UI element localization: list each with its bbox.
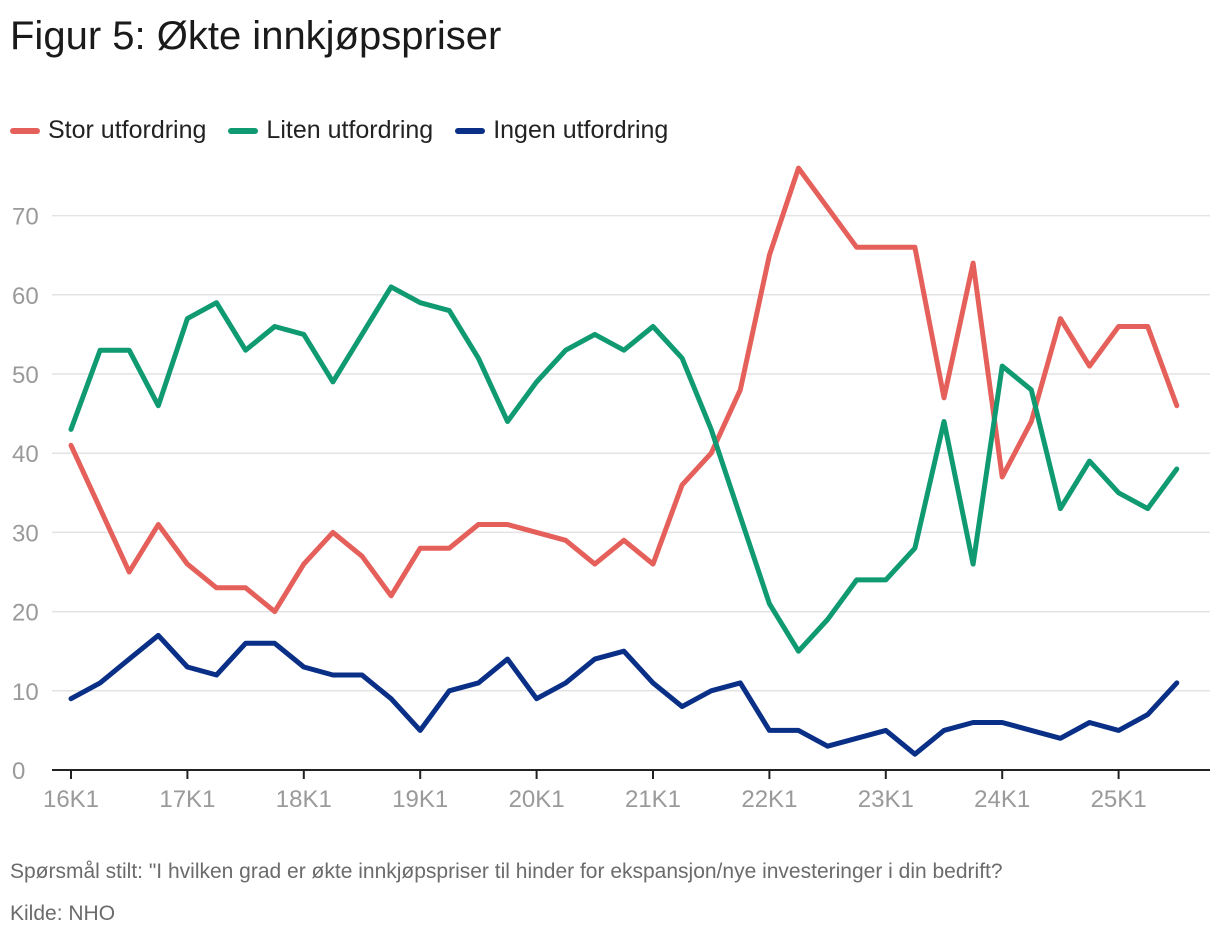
question-note: Spørsmål stilt: "I hvilken grad er økte …	[10, 860, 1003, 883]
x-tick-label-22K1: 22K1	[741, 786, 797, 813]
line-chart: 0 10 20 30 40 50 60 70 16K1 17K1 18K1 19K1 20K1 21K1 2…	[12, 165, 1210, 813]
legend-item-ingen: Ingen utfordring	[455, 116, 668, 145]
chart-title: Figur 5: Økte innkjøpspriser	[10, 14, 502, 58]
x-tick-label-20K1: 20K1	[509, 786, 565, 813]
y-tick-label-40: 40	[12, 441, 39, 468]
legend-item-liten: Liten utfordring	[228, 116, 433, 145]
series-line-liten	[68, 284, 1180, 654]
legend-label-ingen: Ingen utfordring	[493, 116, 669, 144]
x-tick-label-18K1: 18K1	[276, 786, 332, 813]
legend-item-stor: Stor utfordring	[10, 116, 206, 145]
y-tick-label-10: 10	[12, 679, 39, 706]
y-tick-label-0: 0	[12, 758, 25, 785]
x-tick-label-16K1: 16K1	[43, 786, 99, 813]
legend-swatch-stor	[10, 127, 40, 134]
legend: Stor utfordring Liten utfordring Ingen u…	[10, 116, 668, 145]
legend-swatch-liten	[228, 127, 259, 134]
legend-swatch-ingen	[455, 127, 486, 134]
y-tick-label-30: 30	[12, 520, 39, 547]
y-tick-label-60: 60	[12, 283, 39, 310]
x-tick-label-25K1: 25K1	[1091, 786, 1147, 813]
x-tick-label-21K1: 21K1	[625, 786, 681, 813]
series-line-stor	[68, 165, 1180, 615]
legend-label-liten: Liten utfordring	[266, 116, 434, 144]
x-tick-label-23K1: 23K1	[858, 786, 914, 813]
y-tick-label-50: 50	[12, 362, 39, 389]
y-tick-label-70: 70	[12, 204, 39, 231]
series-line-ingen	[68, 632, 1180, 757]
source-note: Kilde: NHO	[10, 902, 116, 925]
x-tick-label-24K1: 24K1	[974, 786, 1030, 813]
x-tick-label-17K1: 17K1	[159, 786, 215, 813]
x-tick-label-19K1: 19K1	[392, 786, 448, 813]
y-tick-label-20: 20	[12, 600, 39, 627]
legend-label-stor: Stor utfordring	[48, 116, 207, 144]
